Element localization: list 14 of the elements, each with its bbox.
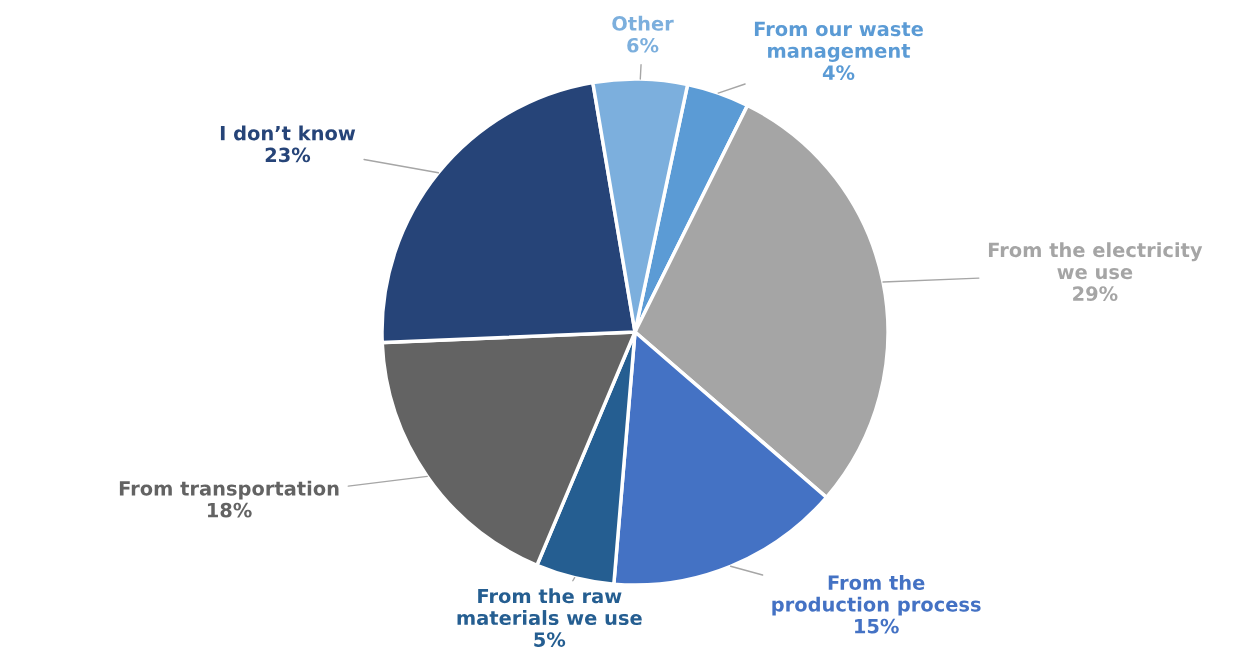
data-label: 18% <box>207 502 252 518</box>
slice-label: From transportation <box>119 480 339 500</box>
slice-label: From the electricity we use <box>988 242 1203 280</box>
slice-label: From our waste management <box>754 21 923 62</box>
data-label: 15% <box>855 618 899 634</box>
slice-label: From the production process <box>772 574 981 616</box>
data-label: 5% <box>534 632 566 647</box>
data-label: 6% <box>627 37 659 53</box>
slice-label: Other <box>612 15 674 31</box>
data-label: 29% <box>1073 286 1118 301</box>
data-label: 4% <box>822 65 855 80</box>
slice-label: From the raw materials we use <box>457 588 642 626</box>
slice-label: I don’t know <box>220 125 356 141</box>
data-label: 23% <box>265 147 311 163</box>
